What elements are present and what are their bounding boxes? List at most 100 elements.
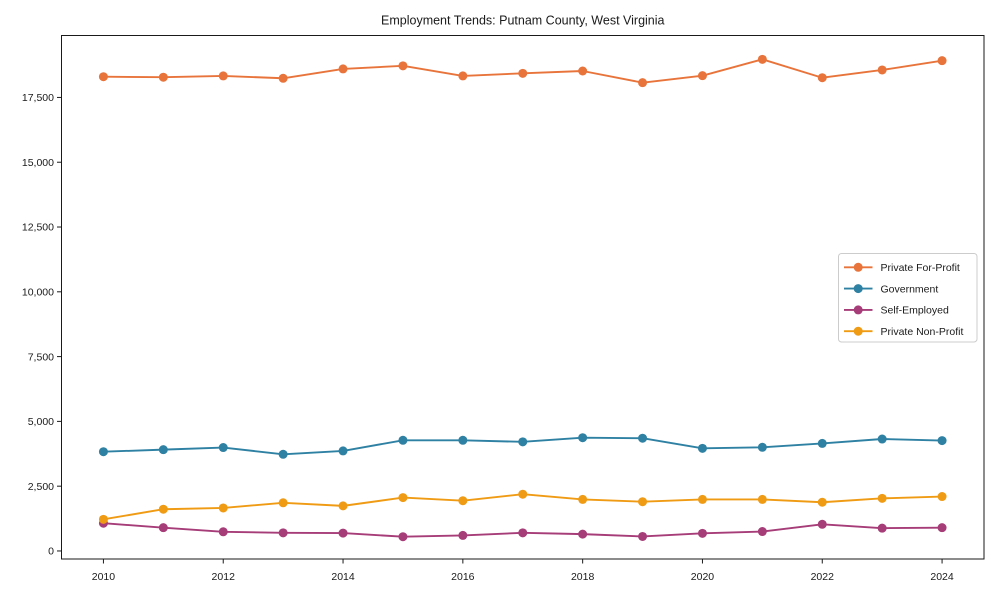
plot-area-border [61,35,985,560]
data-point-private-non-profit [757,494,767,504]
data-point-self-employed [697,528,707,538]
legend: Private For-Profit Government Self-Employe… [838,253,978,343]
data-point-government [518,437,528,447]
data-point-private-non-profit [937,492,947,502]
data-point-government [937,436,947,446]
x-tick-label: 2016 [451,571,475,583]
data-point-private-non-profit [697,494,707,504]
data-point-private-for-profit [338,64,348,74]
data-point-private-for-profit [697,71,707,81]
x-axis: 2010 2012 2014 2016 2018 2020 2022 2024 [92,559,954,583]
legend-entry-self-employed: Self-Employed [844,305,949,317]
data-point-private-non-profit [278,498,288,508]
data-point-government [638,433,648,443]
data-point-self-employed [218,527,228,537]
legend-label: Government [881,283,939,295]
legend-marker-swatch [853,284,863,294]
data-point-private-for-profit [757,54,767,64]
data-point-government [98,447,108,457]
data-point-private-for-profit [218,71,228,81]
legend-marker-swatch [853,326,863,336]
data-point-private-non-profit [518,489,528,499]
legend-label: Self-Employed [881,305,949,317]
data-point-private-non-profit [458,496,468,506]
legend-label: Private For-Profit [881,262,960,274]
data-point-government [877,434,887,444]
data-point-government [817,438,827,448]
data-point-government [218,443,228,453]
legend-marker-swatch [853,305,863,315]
y-tick-label: 12,500 [22,222,54,234]
data-point-government [158,445,168,455]
data-point-private-non-profit [158,504,168,514]
y-tick-label: 0 [48,546,54,558]
data-point-self-employed [877,523,887,533]
data-point-self-employed [937,523,947,533]
x-tick-label: 2010 [92,571,116,583]
series-private-for-profit [98,54,947,88]
x-tick-label: 2012 [212,571,236,583]
data-point-private-for-profit [98,72,108,82]
data-point-self-employed [158,523,168,533]
legend-marker-swatch [853,262,863,272]
x-tick-label: 2022 [811,571,835,583]
data-point-self-employed [278,528,288,538]
data-point-government [757,442,767,452]
data-point-private-non-profit [578,494,588,504]
legend-entry-private-for-profit: Private For-Profit [844,262,960,274]
data-point-private-for-profit [398,61,408,71]
data-point-government [578,433,588,443]
data-point-private-for-profit [458,71,468,81]
data-point-government [398,435,408,445]
data-point-private-for-profit [518,68,528,78]
x-tick-label: 2014 [331,571,355,583]
data-point-self-employed [518,528,528,538]
y-tick-label: 15,000 [22,157,54,169]
series-self-employed [98,518,947,542]
data-point-self-employed [638,531,648,541]
data-point-private-for-profit [578,66,588,76]
data-point-private-for-profit [638,78,648,88]
y-axis: 0 2,500 5,000 7,500 10,000 12,500 15,000 17,500 [22,92,62,558]
data-point-private-non-profit [398,493,408,503]
legend-label: Private Non-Profit [881,326,964,338]
data-point-private-non-profit [218,503,228,513]
x-tick-label: 2018 [571,571,595,583]
data-point-private-non-profit [877,493,887,503]
x-tick-label: 2024 [930,571,954,583]
data-point-self-employed [338,528,348,538]
chart-title: Employment Trends: Putnam County, West V… [381,14,665,28]
y-tick-label: 7,500 [28,351,54,363]
data-point-government [697,443,707,453]
data-point-private-non-profit [638,497,648,507]
data-point-private-for-profit [278,73,288,83]
y-tick-label: 10,000 [22,287,54,299]
data-point-government [278,449,288,459]
legend-entry-private-non-profit: Private Non-Profit [844,326,963,338]
data-point-government [458,435,468,445]
legend-box [838,253,978,343]
series-private-non-profit [98,489,947,524]
y-tick-label: 17,500 [22,92,54,104]
data-point-private-for-profit [937,56,947,66]
data-point-government [338,446,348,456]
data-point-self-employed [398,532,408,542]
y-tick-label: 2,500 [28,481,54,493]
data-point-private-non-profit [817,497,827,507]
x-tick-label: 2020 [691,571,715,583]
data-point-self-employed [817,519,827,529]
data-point-private-non-profit [338,501,348,511]
data-point-self-employed [578,529,588,539]
data-point-self-employed [458,530,468,540]
data-point-self-employed [757,527,767,537]
data-point-private-for-profit [817,73,827,83]
data-point-private-non-profit [98,514,108,524]
y-tick-label: 5,000 [28,416,54,428]
data-point-private-for-profit [877,65,887,75]
series-government [98,433,947,459]
series-layer [98,54,947,542]
data-point-private-for-profit [158,72,168,82]
legend-entry-government: Government [844,283,938,295]
